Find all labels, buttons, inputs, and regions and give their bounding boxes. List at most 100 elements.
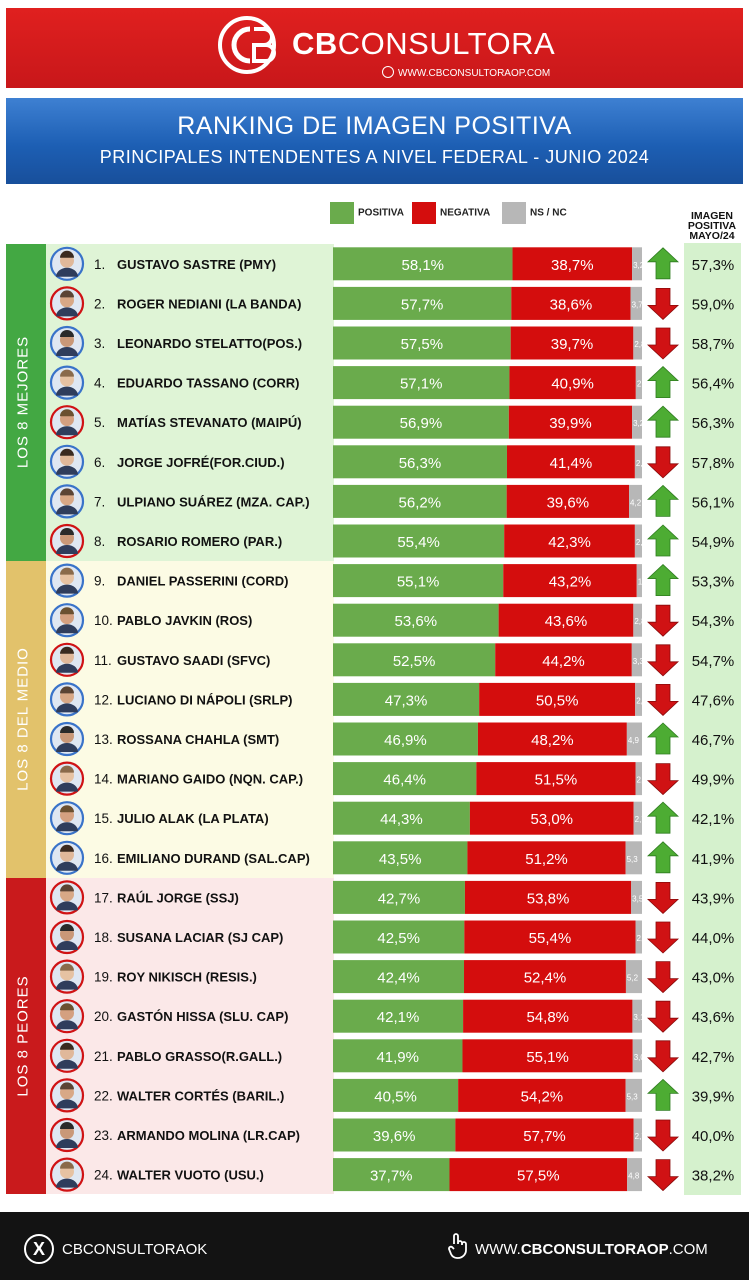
avatar-body (56, 584, 78, 594)
label-negative: 43,2% (549, 574, 592, 591)
bar-nsnc (626, 722, 642, 756)
arrow-up-icon (646, 484, 680, 517)
bar-nsnc (635, 366, 642, 400)
avatar-body (56, 822, 78, 832)
x-handle[interactable]: CBCONSULTORAOK (62, 1241, 208, 1258)
label-positive: 44,3% (380, 811, 423, 828)
x-logo-icon[interactable]: X (24, 1234, 54, 1264)
rank-number: 6. (94, 455, 105, 470)
previous-value: 39,9% (692, 1088, 735, 1105)
group-band-best: LOS 8 MEJORES (6, 244, 46, 561)
bar-negative (498, 603, 634, 637)
chart-subtitle: PRINCIPALES INTENDENTES A NIVEL FEDERAL … (99, 147, 650, 167)
label-nsnc: 2,1 (637, 776, 649, 785)
arrow-down-icon (646, 288, 680, 320)
label-negative: 55,4% (529, 930, 572, 947)
rank-number: 12. (94, 692, 113, 707)
bar-nsnc (634, 524, 642, 558)
cb-logo-icon (218, 16, 276, 74)
rank-number: 22. (94, 1088, 113, 1103)
label-positive: 57,7% (401, 296, 444, 313)
bar-positive (333, 484, 507, 518)
label-positive: 56,9% (400, 415, 443, 432)
avatar-body (56, 1178, 78, 1188)
rank-number: 19. (94, 970, 113, 985)
label-negative: 39,9% (549, 415, 592, 432)
previous-value: 40,0% (692, 1128, 735, 1145)
avatar-body (56, 980, 78, 990)
mayor-name: ARMANDO MOLINA (LR.CAP) (117, 1128, 300, 1143)
bar-negative (464, 920, 636, 954)
cursor-icon (382, 66, 394, 78)
bar-nsnc (630, 286, 642, 320)
mayor-name: LUCIANO DI NÁPOLI (SRLP) (117, 692, 293, 707)
mayor-name: GASTÓN HISSA (SLU. CAP) (117, 1009, 288, 1024)
bar-nsnc (631, 880, 642, 914)
bar-nsnc (633, 326, 642, 360)
previous-value: 59,0% (692, 296, 735, 313)
brand-website[interactable]: WWW.CBCONSULTORAOP.COM (382, 66, 550, 79)
label-nsnc: 4,2 (630, 498, 642, 507)
label-nsnc: 5,3 (627, 855, 639, 864)
bar-positive (333, 247, 513, 281)
mayor-name: EDUARDO TASSANO (CORR) (117, 376, 299, 391)
label-positive: 55,4% (397, 534, 440, 551)
avatar-body (56, 624, 78, 634)
bar-positive (333, 841, 468, 875)
avatar-hair (60, 607, 74, 615)
label-positive: 42,5% (377, 930, 420, 947)
avatar-hair (60, 765, 74, 773)
mayor-name: EMILIANO DURAND (SAL.CAP) (117, 851, 310, 866)
bar-negative (506, 445, 635, 479)
label-negative: 51,5% (535, 772, 578, 789)
avatar-body (56, 267, 78, 277)
label-negative: 52,4% (524, 970, 567, 987)
avatar-hair (60, 844, 74, 852)
bar-negative (464, 960, 626, 994)
bar-positive (333, 722, 478, 756)
label-positive: 42,7% (378, 890, 421, 907)
rank-number: 21. (94, 1049, 113, 1064)
label-negative: 39,6% (547, 494, 590, 511)
label-negative: 38,7% (551, 257, 594, 274)
label-negative: 39,7% (551, 336, 594, 353)
label-negative: 50,5% (536, 692, 579, 709)
label-nsnc: 2,8 (634, 340, 646, 349)
previous-value: 54,7% (692, 653, 735, 670)
label-nsnc: 5,2 (627, 974, 639, 983)
arrow-down-icon (646, 1159, 680, 1192)
bar-positive (333, 524, 505, 558)
rank-number: 14. (94, 772, 113, 787)
bar-positive (333, 445, 507, 479)
mayor-name: ROGER NEDIANI (LA BANDA) (117, 296, 301, 311)
bar-negative (463, 999, 633, 1033)
label-negative: 38,6% (550, 296, 593, 313)
bar-positive (333, 801, 470, 835)
avatar-hair (60, 1122, 74, 1129)
label-negative: 57,5% (517, 1168, 560, 1185)
label-nsnc: 2,2 (636, 696, 648, 705)
bar-negative (504, 524, 635, 558)
bar-nsnc (633, 1118, 642, 1152)
arrow-up-icon (646, 405, 680, 438)
avatar-body (56, 465, 78, 475)
bar-nsnc (631, 643, 642, 677)
label-nsnc: 2,3 (636, 459, 648, 468)
bar-positive (333, 682, 480, 716)
avatar-hair (60, 488, 74, 496)
avatar-body (56, 347, 78, 356)
bar-negative (469, 801, 634, 835)
bar-negative (503, 564, 637, 598)
mayor-name: LEONARDO STELATTO(POS.) (117, 336, 302, 351)
bar-nsnc (632, 405, 642, 439)
label-positive: 39,6% (373, 1128, 416, 1145)
mayor-name: PABLO JAVKIN (ROS) (117, 613, 252, 628)
bar-nsnc (625, 960, 642, 994)
website-link[interactable]: WWW.CBCONSULTORAOP.COM (475, 1241, 708, 1258)
bar-negative (449, 1158, 628, 1192)
bar-positive (333, 762, 477, 796)
legend-swatch-positive (330, 202, 354, 224)
label-nsnc: 3,5 (632, 894, 644, 903)
label-nsnc: 5,3 (627, 1092, 639, 1101)
avatar-body (56, 386, 78, 396)
